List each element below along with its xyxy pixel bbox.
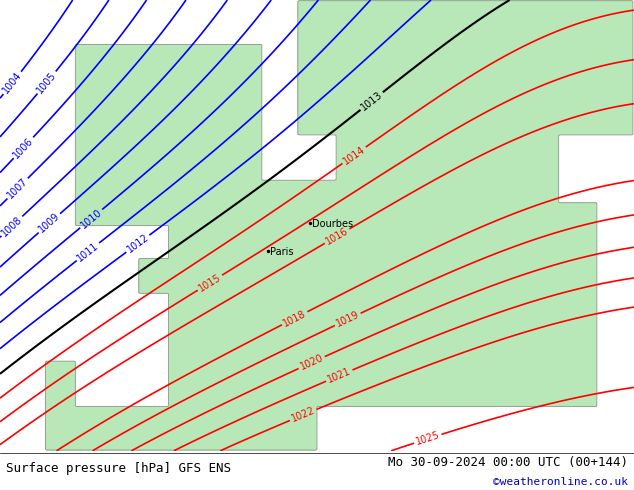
Text: 1004: 1004 (1, 70, 24, 96)
Text: 1013: 1013 (359, 90, 384, 113)
Text: Mo 30-09-2024 00:00 UTC (00+144): Mo 30-09-2024 00:00 UTC (00+144) (387, 456, 628, 469)
Text: ©weatheronline.co.uk: ©weatheronline.co.uk (493, 477, 628, 487)
Text: 1012: 1012 (125, 232, 151, 255)
Text: 1005: 1005 (35, 70, 58, 95)
Text: 1019: 1019 (335, 310, 361, 329)
Text: 1007: 1007 (5, 176, 30, 201)
Text: 1006: 1006 (11, 135, 36, 160)
Text: 1014: 1014 (341, 144, 367, 167)
Text: 1020: 1020 (299, 353, 325, 372)
Text: 1025: 1025 (415, 430, 441, 447)
Text: 1018: 1018 (281, 308, 308, 328)
Text: Paris: Paris (270, 246, 294, 257)
Text: 1009: 1009 (37, 211, 62, 235)
Text: 1010: 1010 (79, 207, 104, 230)
Text: 1015: 1015 (197, 272, 223, 294)
Text: 1021: 1021 (326, 366, 353, 385)
Text: 1008: 1008 (0, 214, 24, 238)
Text: Dourbes: Dourbes (313, 219, 354, 228)
Text: 1016: 1016 (324, 225, 350, 246)
Text: Surface pressure [hPa] GFS ENS: Surface pressure [hPa] GFS ENS (6, 462, 231, 475)
Text: 1022: 1022 (290, 406, 316, 424)
Text: 1011: 1011 (75, 240, 101, 263)
